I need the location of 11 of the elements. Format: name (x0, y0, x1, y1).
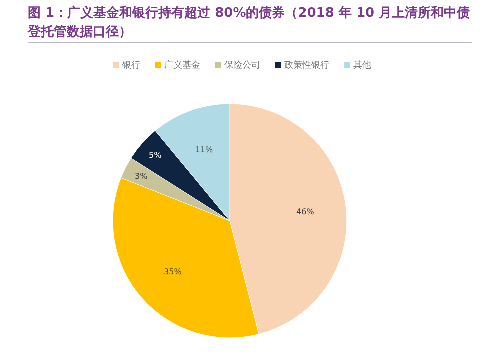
legend-label: 其他 (354, 60, 372, 71)
data-label: 35% (164, 267, 182, 276)
legend-label: 广义基金 (164, 60, 200, 71)
legend-label: 政策性银行 (284, 60, 330, 71)
data-label: 46% (296, 207, 315, 216)
legend-label: 银行 (122, 60, 140, 71)
chart-title: 图 1：广义基金和银行持有超过 80%的债券（2018 年 10 月上清所和中债登托管数据口径） (28, 4, 472, 42)
data-label: 5% (149, 151, 162, 160)
data-label: 3% (135, 172, 148, 181)
legend-label: 保险公司 (224, 60, 260, 71)
data-label: 11% (195, 145, 214, 154)
